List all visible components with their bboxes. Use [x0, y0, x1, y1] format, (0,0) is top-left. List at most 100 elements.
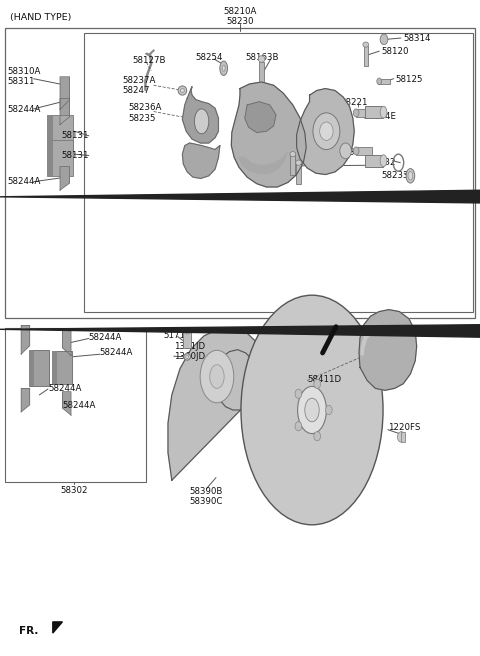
Text: 1351JD
1360JD: 1351JD 1360JD — [174, 342, 205, 361]
Text: 58221: 58221 — [341, 98, 368, 108]
Ellipse shape — [408, 171, 413, 180]
Ellipse shape — [184, 327, 191, 334]
Polygon shape — [361, 327, 378, 356]
Circle shape — [397, 432, 405, 442]
Ellipse shape — [210, 365, 224, 388]
Ellipse shape — [180, 89, 184, 92]
Ellipse shape — [220, 61, 228, 75]
Bar — [52, 351, 72, 384]
Bar — [5, 328, 146, 482]
Ellipse shape — [380, 155, 387, 167]
Ellipse shape — [194, 109, 209, 134]
Ellipse shape — [200, 350, 234, 403]
Ellipse shape — [290, 152, 296, 157]
Bar — [84, 33, 473, 312]
Text: 58244A: 58244A — [7, 177, 41, 186]
Circle shape — [313, 113, 340, 150]
Bar — [47, 115, 73, 151]
Polygon shape — [60, 77, 70, 87]
Circle shape — [340, 143, 351, 159]
Polygon shape — [21, 388, 30, 396]
Text: 51711: 51711 — [163, 331, 191, 340]
Polygon shape — [53, 622, 62, 633]
Bar — [365, 106, 383, 118]
Text: 58244A: 58244A — [48, 384, 82, 393]
Bar — [290, 155, 295, 175]
Text: 58314: 58314 — [403, 33, 431, 43]
Text: 58232: 58232 — [369, 157, 396, 167]
Text: 58213: 58213 — [327, 148, 355, 157]
Circle shape — [295, 389, 302, 398]
Polygon shape — [297, 89, 354, 174]
Polygon shape — [60, 167, 70, 190]
Text: 58254: 58254 — [196, 53, 223, 62]
Ellipse shape — [184, 354, 191, 360]
Ellipse shape — [186, 356, 189, 358]
Ellipse shape — [380, 106, 387, 118]
Ellipse shape — [241, 295, 383, 525]
Ellipse shape — [178, 86, 187, 95]
Circle shape — [314, 432, 321, 441]
Text: 58164E: 58164E — [364, 112, 397, 121]
Polygon shape — [62, 392, 71, 415]
Ellipse shape — [353, 147, 359, 155]
Bar — [183, 331, 191, 348]
Bar — [364, 46, 368, 66]
Bar — [52, 351, 57, 384]
Polygon shape — [60, 167, 70, 174]
Polygon shape — [239, 152, 287, 173]
Circle shape — [320, 122, 333, 140]
Ellipse shape — [298, 386, 326, 434]
Text: 58237A
58247: 58237A 58247 — [122, 75, 156, 95]
Text: 58164E: 58164E — [258, 161, 291, 171]
Text: 58302: 58302 — [60, 486, 88, 495]
Polygon shape — [168, 328, 264, 480]
Circle shape — [295, 422, 302, 431]
Polygon shape — [21, 325, 30, 354]
Polygon shape — [182, 143, 220, 178]
Text: 58310A
58311: 58310A 58311 — [7, 67, 41, 87]
Text: 1220FS: 1220FS — [388, 423, 420, 432]
Polygon shape — [62, 329, 71, 356]
Bar — [29, 350, 49, 386]
Text: 58131: 58131 — [61, 151, 89, 160]
Polygon shape — [0, 190, 480, 215]
Ellipse shape — [406, 169, 415, 183]
Bar — [29, 350, 34, 386]
Bar — [356, 109, 372, 117]
Ellipse shape — [353, 109, 359, 117]
Text: 58163B: 58163B — [246, 53, 279, 62]
Bar — [259, 62, 264, 85]
Ellipse shape — [305, 398, 319, 422]
Text: 58244A: 58244A — [62, 401, 96, 410]
Polygon shape — [60, 98, 70, 125]
Bar — [401, 432, 405, 442]
Polygon shape — [62, 329, 71, 337]
Polygon shape — [182, 87, 218, 143]
Text: 58210A
58230: 58210A 58230 — [223, 7, 257, 26]
Polygon shape — [62, 392, 71, 399]
Text: 58127B: 58127B — [132, 56, 166, 65]
Bar — [47, 140, 73, 176]
Text: 58125: 58125 — [396, 75, 423, 84]
Circle shape — [325, 405, 332, 415]
Bar — [47, 115, 53, 151]
Bar — [356, 147, 372, 155]
Text: FR.: FR. — [19, 626, 38, 636]
Bar — [296, 164, 301, 184]
Polygon shape — [21, 388, 30, 412]
Polygon shape — [0, 325, 480, 353]
Text: (HAND TYPE): (HAND TYPE) — [10, 12, 71, 22]
Text: 58236A
58235: 58236A 58235 — [129, 103, 162, 123]
Text: 58411D: 58411D — [307, 375, 341, 384]
Text: 58390B
58390C: 58390B 58390C — [190, 487, 223, 506]
Ellipse shape — [222, 65, 225, 71]
Bar — [5, 28, 475, 318]
Polygon shape — [60, 77, 70, 110]
Text: 58244A: 58244A — [89, 333, 122, 342]
Ellipse shape — [377, 78, 382, 85]
Circle shape — [380, 34, 388, 45]
Bar — [365, 155, 383, 167]
Text: 58222: 58222 — [263, 146, 290, 155]
Polygon shape — [60, 98, 70, 106]
